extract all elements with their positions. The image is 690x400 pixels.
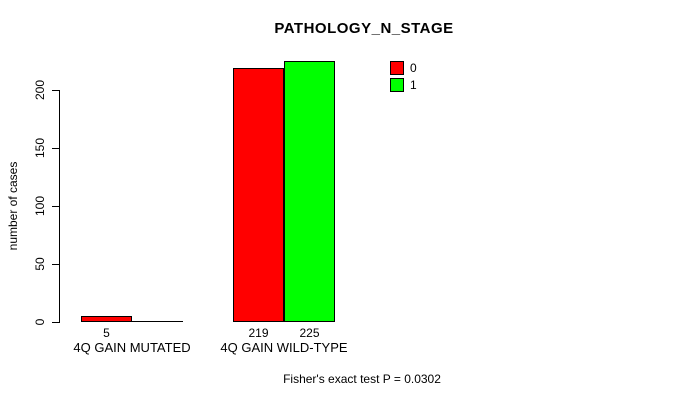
legend-item-1: 1 — [390, 78, 417, 92]
bar-1-mutated — [132, 321, 183, 322]
category-label-mutated: 4Q GAIN MUTATED — [73, 340, 191, 355]
bar-value-label-225: 225 — [299, 326, 320, 340]
y-tick-label-150: 150 — [33, 137, 47, 159]
category-label-wild-type: 4Q GAIN WILD-TYPE — [220, 340, 348, 355]
y-tick-label-200: 200 — [33, 79, 47, 101]
y-tick-label-100: 100 — [33, 195, 47, 217]
bar-1-wild-type — [284, 61, 335, 322]
bar-0-mutated — [81, 316, 132, 322]
y-axis-line — [59, 90, 60, 323]
bar-0-wild-type — [233, 68, 284, 322]
legend-swatch-green — [390, 78, 404, 92]
fisher-test-annotation: Fisher's exact test P = 0.0302 — [283, 372, 441, 386]
y-axis-title: number of cases — [6, 161, 20, 251]
chart-title: PATHOLOGY_N_STAGE — [274, 20, 454, 37]
bar-value-label-219: 219 — [248, 326, 269, 340]
legend: 0 1 — [390, 61, 417, 92]
bar-value-label-5: 5 — [103, 326, 110, 340]
y-tick-line-50 — [52, 264, 59, 265]
y-tick-line-150 — [52, 148, 59, 149]
y-tick-line-200 — [52, 90, 59, 91]
y-tick-line-100 — [52, 206, 59, 207]
legend-label-0: 0 — [410, 61, 417, 75]
legend-label-1: 1 — [410, 78, 417, 92]
y-tick-label-50: 50 — [33, 257, 47, 271]
legend-item-0: 0 — [390, 61, 417, 75]
y-tick-line-0 — [52, 322, 59, 323]
legend-swatch-red — [390, 61, 404, 75]
y-tick-label-0: 0 — [33, 318, 47, 326]
